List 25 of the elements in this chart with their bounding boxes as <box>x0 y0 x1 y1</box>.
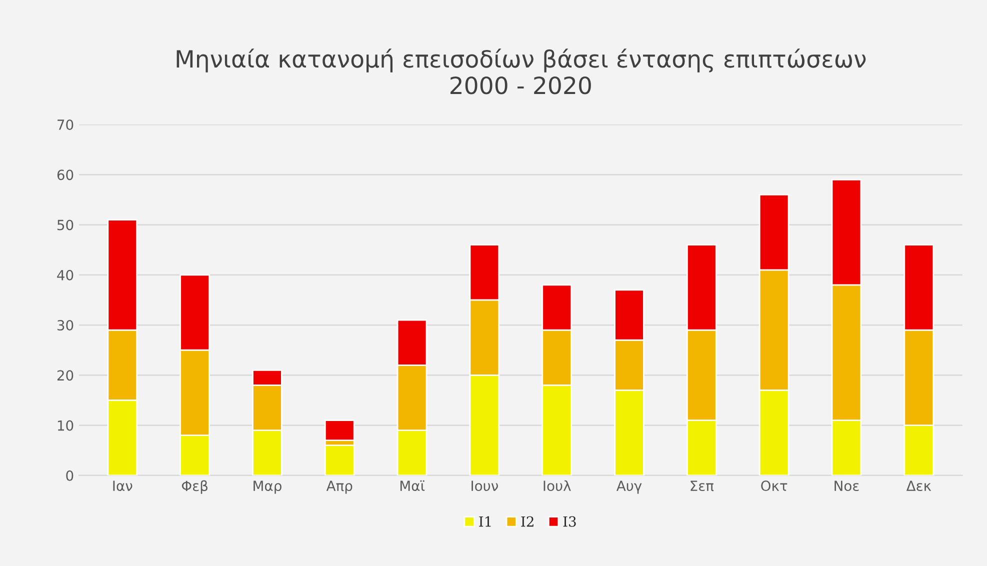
x-tick-label: Μαρ <box>254 480 282 494</box>
bar <box>324 444 355 476</box>
y-tick-label: 50 <box>57 220 74 230</box>
y-tick-label: 60 <box>57 170 74 180</box>
y-tick-label: 20 <box>57 370 74 381</box>
y-tick-label: 0 <box>66 470 74 481</box>
legend-label: I2 <box>521 516 534 527</box>
x-tick-label: Απρ <box>326 480 352 494</box>
x-tick-label: Μαϊ <box>400 480 425 492</box>
y-tick-label: 10 <box>58 420 74 431</box>
x-tick-label: Φεβ <box>182 480 208 494</box>
y-tick-label: 70 <box>58 119 74 130</box>
legend-label: I1 <box>479 516 491 527</box>
x-tick-label: Σεπ <box>690 480 714 492</box>
x-tick-label: Ιουν <box>472 480 498 492</box>
x-tick-label: Οκτ <box>761 480 788 492</box>
chart-title: Μηνιαία κατανομή επεισοδίων βάσει έντασης επιπτώσεων 2000 - 2020 <box>176 48 866 94</box>
x-tick-label: Ιουλ <box>544 480 571 492</box>
legend-label: I3 <box>563 516 576 527</box>
x-tick-label: Ιαν <box>113 480 132 492</box>
x-tick-label: Δεκ <box>906 480 932 492</box>
y-tick-label: 30 <box>57 320 74 331</box>
x-tick-label: Νοε <box>834 480 859 492</box>
y-tick-label: 40 <box>57 270 74 280</box>
x-tick-label: Αυγ <box>616 480 642 494</box>
